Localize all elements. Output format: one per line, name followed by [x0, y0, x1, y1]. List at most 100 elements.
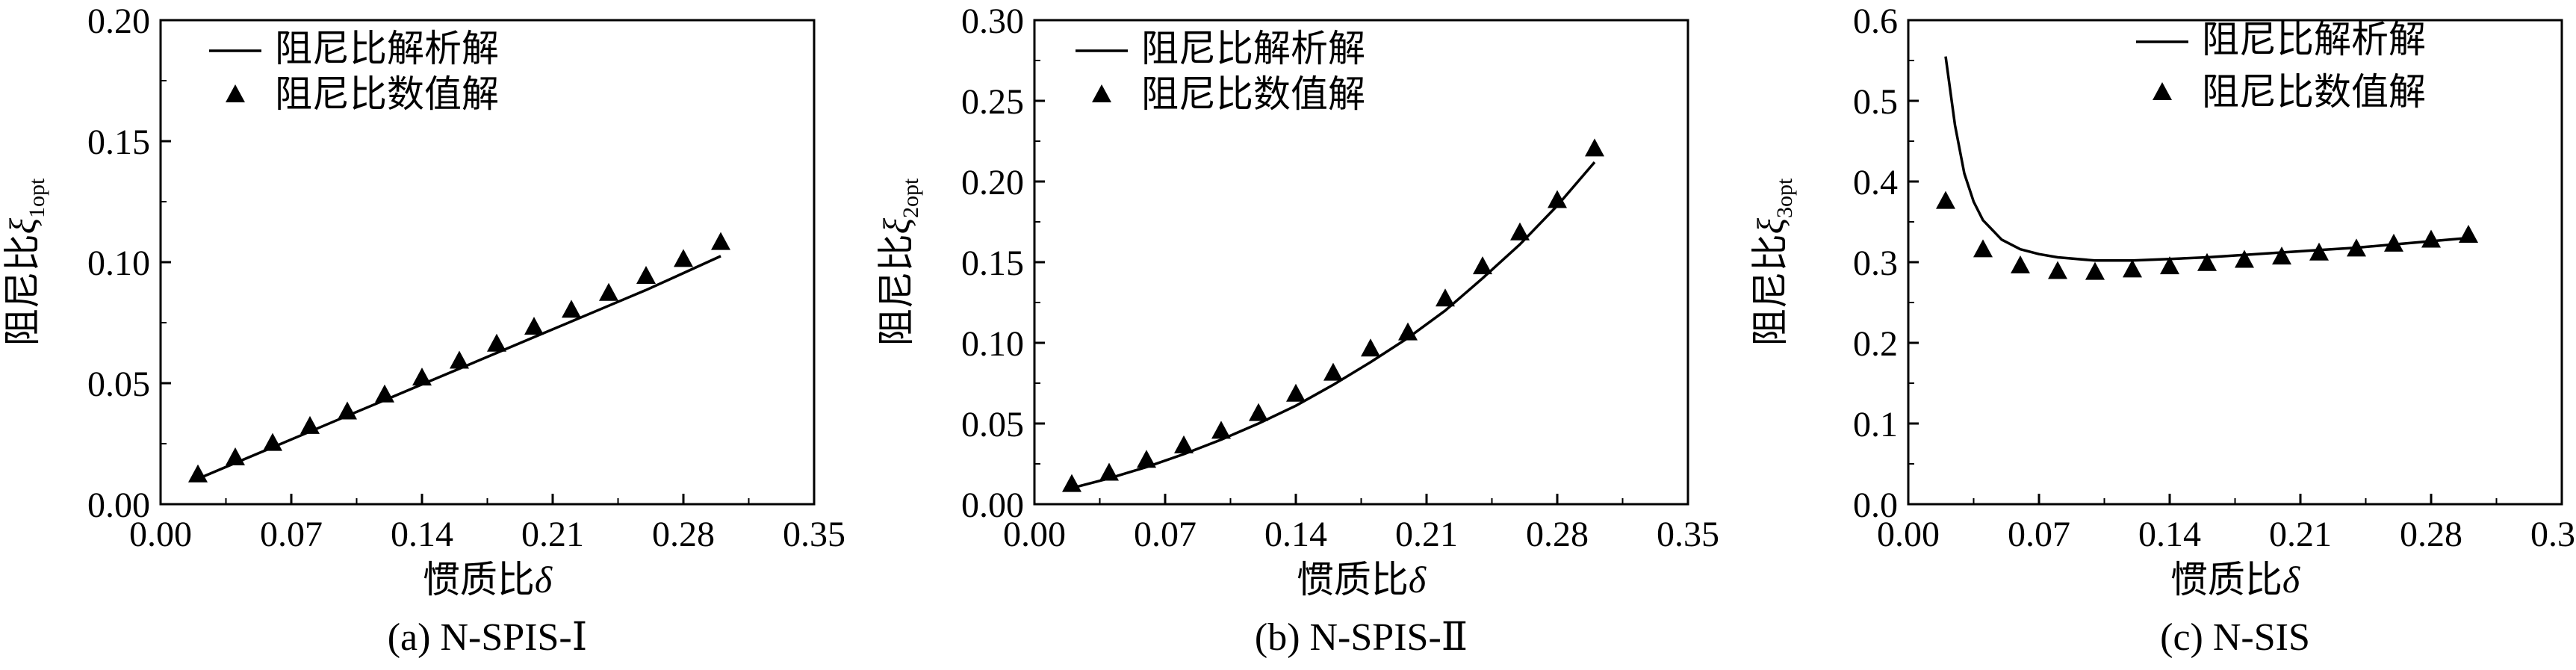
numerical-data-point: [1548, 190, 1567, 208]
y-tick-label: 0.05: [961, 405, 1024, 444]
y-tick-label: 0.15: [961, 244, 1024, 283]
numerical-data-point: [2272, 246, 2291, 265]
numerical-data-point: [450, 350, 469, 369]
y-axis-title-subscript: 3opt: [1772, 178, 1797, 218]
numerical-data-point: [263, 432, 282, 451]
legend-label: 阻尼比数值解: [275, 73, 499, 115]
y-axis-title: 阻尼比ξ3opt: [1749, 178, 1797, 346]
panel-caption: (b) N-SPIS-Ⅱ: [1255, 616, 1468, 659]
numerical-data-point: [2048, 261, 2067, 279]
numerical-data-point: [524, 317, 544, 335]
y-axis-title-text: 阻尼比: [1, 234, 43, 346]
numerical-data-point: [1398, 322, 1418, 341]
x-axis-title-text: 惯质比: [2170, 559, 2282, 601]
numerical-data-point: [1936, 190, 1955, 209]
numerical-data-point: [412, 367, 432, 386]
numerical-data-point: [2384, 233, 2403, 252]
legend-triangle-swatch: [226, 84, 245, 102]
numerical-data-point: [2011, 255, 2030, 273]
panel-caption: (a) N-SPIS-Ⅰ: [388, 616, 588, 659]
x-tick-label: 0.14: [391, 515, 453, 554]
numerical-data-point: [1473, 256, 1492, 275]
numerical-data-point: [2421, 229, 2441, 248]
x-tick-label: 0.00: [1877, 515, 1940, 554]
y-tick-label: 0.3: [1853, 244, 1898, 283]
numerical-data-point: [2085, 261, 2105, 280]
numerical-data-point: [1973, 239, 1993, 258]
numerical-data-point: [1323, 362, 1343, 381]
y-axis-title-symbol: ξ: [1, 217, 43, 234]
y-tick-label: 0.05: [87, 365, 150, 404]
numerical-data-point: [2459, 224, 2478, 243]
x-axis-title: 惯质比δ: [423, 559, 553, 601]
x-tick-label: 0.07: [2008, 515, 2070, 554]
y-tick-label: 0.25: [961, 82, 1024, 122]
y-tick-label: 0.30: [961, 1, 1024, 41]
x-tick-label: 0.07: [260, 515, 323, 554]
x-tick-label: 0.21: [521, 515, 584, 554]
x-tick-label: 0.21: [2269, 515, 2332, 554]
numerical-data-point: [1174, 435, 1194, 453]
numerical-data-point: [1249, 403, 1268, 421]
numerical-data-point: [1211, 421, 1231, 439]
y-axis-title-text: 阻尼比: [875, 234, 917, 346]
numerical-data-point: [1099, 462, 1119, 481]
y-axis-title: 阻尼比ξ2opt: [875, 178, 923, 346]
analytic-series-line: [197, 255, 721, 480]
y-tick-label: 0.4: [1853, 163, 1898, 202]
x-axis-title: 惯质比δ: [1297, 559, 1427, 601]
y-tick-label: 0.10: [87, 244, 150, 283]
legend-triangle-swatch: [1092, 84, 1111, 102]
x-tick-label: 0.21: [1395, 515, 1458, 554]
numerical-data-point: [599, 282, 618, 301]
y-axis-title-subscript: 1opt: [25, 178, 49, 218]
y-tick-label: 0.20: [87, 1, 150, 41]
numerical-data-point: [674, 249, 693, 267]
chart-panel-1: 0.00 0.07 0.14 0.21 0.28 0.35 0.00 0.05 0.10 0.15…: [1, 1, 845, 659]
y-tick-label: 0.5: [1853, 82, 1898, 122]
x-tick-label: 0.35: [2530, 515, 2576, 554]
x-tick-label: 0.28: [652, 515, 715, 554]
y-axis-title-subscript: 2opt: [899, 178, 923, 218]
y-tick-label: 0.20: [961, 163, 1024, 202]
numerical-data-point: [1286, 383, 1306, 402]
legend-label: 阻尼比解析解: [275, 28, 499, 69]
numerical-data-point: [2197, 252, 2217, 271]
x-axis-title-symbol: δ: [2282, 559, 2300, 601]
numerical-data-point: [375, 384, 394, 403]
x-tick-label: 0.14: [2138, 515, 2201, 554]
x-axis-title-symbol: δ: [535, 559, 553, 601]
y-axis-title: 阻尼比ξ1opt: [1, 178, 49, 346]
legend-label: 阻尼比解析解: [1141, 28, 1365, 69]
x-tick-label: 0.28: [2400, 515, 2462, 554]
y-axis-title-symbol: ξ: [1749, 217, 1791, 234]
y-tick-label: 0.6: [1853, 1, 1898, 41]
y-axis-title-text: 阻尼比: [1749, 234, 1791, 346]
x-axis-title-symbol: δ: [1409, 559, 1427, 601]
x-tick-label: 0.35: [1657, 515, 1719, 554]
legend-label: 阻尼比解析解: [2202, 19, 2426, 61]
panel-caption: (c) N-SIS: [2160, 616, 2310, 659]
numerical-data-point: [1585, 138, 1604, 157]
numerical-data-point: [188, 464, 208, 483]
y-tick-label: 0.10: [961, 324, 1024, 364]
numerical-data-point: [300, 415, 320, 434]
numerical-data-point: [2235, 249, 2254, 268]
numerical-data-point: [1062, 474, 1081, 492]
numerical-data-point: [636, 266, 656, 285]
legend-label: 阻尼比数值解: [2202, 71, 2426, 113]
legend-triangle-swatch: [2153, 82, 2172, 100]
numerical-data-point: [2347, 238, 2366, 257]
numerical-data-point: [562, 300, 581, 318]
numerical-data-point: [2160, 256, 2179, 275]
numerical-data-point: [2309, 242, 2329, 261]
x-tick-label: 0.00: [1003, 515, 1066, 554]
y-tick-label: 0.1: [1853, 405, 1898, 444]
y-tick-label: 0.2: [1853, 324, 1898, 364]
numerical-data-point: [2123, 259, 2142, 278]
legend-label: 阻尼比数值解: [1141, 73, 1365, 115]
y-tick-label: 0.00: [87, 486, 150, 525]
